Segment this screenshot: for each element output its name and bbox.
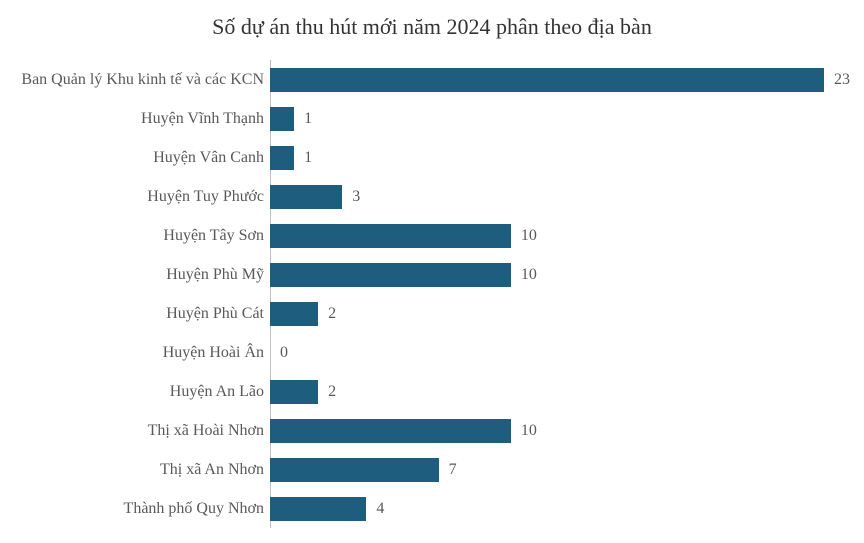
category-label: Huyện Vĩnh Thạnh (0, 110, 270, 128)
bar-row: Huyện An Lão 2 (0, 372, 864, 411)
value-label: 4 (366, 497, 384, 521)
chart-container: Số dự án thu hút mới năm 2024 phân theo … (0, 0, 864, 543)
bar (270, 224, 511, 248)
bar-track: 10 (270, 419, 864, 443)
bar-track: 10 (270, 224, 864, 248)
bar-row: Huyện Hoài Ân0 (0, 333, 864, 372)
bar-row: Thị xã Hoài Nhơn 10 (0, 411, 864, 450)
bar-row: Huyện Phù Cát 2 (0, 294, 864, 333)
category-label: Huyện An Lão (0, 383, 270, 401)
category-label: Huyện Tây Sơn (0, 227, 270, 245)
value-label: 0 (270, 341, 288, 365)
category-label: Huyện Phù Mỹ (0, 266, 270, 284)
bar-row: Thành phố Quy Nhơn 4 (0, 489, 864, 528)
value-label: 3 (342, 185, 360, 209)
bar-row: Huyện Phù Mỹ 10 (0, 255, 864, 294)
value-label: 23 (824, 68, 850, 92)
bar (270, 146, 294, 170)
bar-track: 2 (270, 380, 864, 404)
bar (270, 263, 511, 287)
bar (270, 68, 824, 92)
value-label: 10 (511, 419, 537, 443)
bar-track: 7 (270, 458, 864, 482)
bar (270, 302, 318, 326)
bar (270, 185, 342, 209)
bar-track: 10 (270, 263, 864, 287)
category-label: Huyện Hoài Ân (0, 344, 270, 362)
bar (270, 458, 439, 482)
bar-row: Ban Quản lý Khu kinh tế và các KCN 23 (0, 60, 864, 99)
plot-area: Ban Quản lý Khu kinh tế và các KCN23Huyệ… (0, 60, 864, 530)
category-label: Thành phố Quy Nhơn (0, 500, 270, 518)
value-label: 7 (439, 458, 457, 482)
category-label: Huyện Tuy Phước (0, 188, 270, 206)
category-label: Huyện Vân Canh (0, 149, 270, 167)
bar-row: Thị xã An Nhơn 7 (0, 450, 864, 489)
bar-row: Huyện Tây Sơn 10 (0, 216, 864, 255)
bar-track: 23 (270, 68, 864, 92)
value-label: 1 (294, 107, 312, 131)
category-label: Thị xã An Nhơn (0, 461, 270, 479)
category-label: Thị xã Hoài Nhơn (0, 422, 270, 440)
bar-row: Huyện Tuy Phước 3 (0, 177, 864, 216)
value-label: 2 (318, 380, 336, 404)
bar (270, 419, 511, 443)
category-label: Huyện Phù Cát (0, 305, 270, 323)
bar-row: Huyện Vân Canh 1 (0, 138, 864, 177)
bar-track: 4 (270, 497, 864, 521)
value-label: 2 (318, 302, 336, 326)
category-label: Ban Quản lý Khu kinh tế và các KCN (0, 71, 270, 89)
bar-track: 0 (270, 341, 864, 365)
bar-track: 1 (270, 146, 864, 170)
bar-row: Huyện Vĩnh Thạnh 1 (0, 99, 864, 138)
value-label: 10 (511, 224, 537, 248)
value-label: 1 (294, 146, 312, 170)
bar-track: 2 (270, 302, 864, 326)
bar (270, 380, 318, 404)
bar (270, 497, 366, 521)
bar-track: 3 (270, 185, 864, 209)
bar (270, 107, 294, 131)
bar-track: 1 (270, 107, 864, 131)
chart-title: Số dự án thu hút mới năm 2024 phân theo … (0, 0, 864, 50)
value-label: 10 (511, 263, 537, 287)
